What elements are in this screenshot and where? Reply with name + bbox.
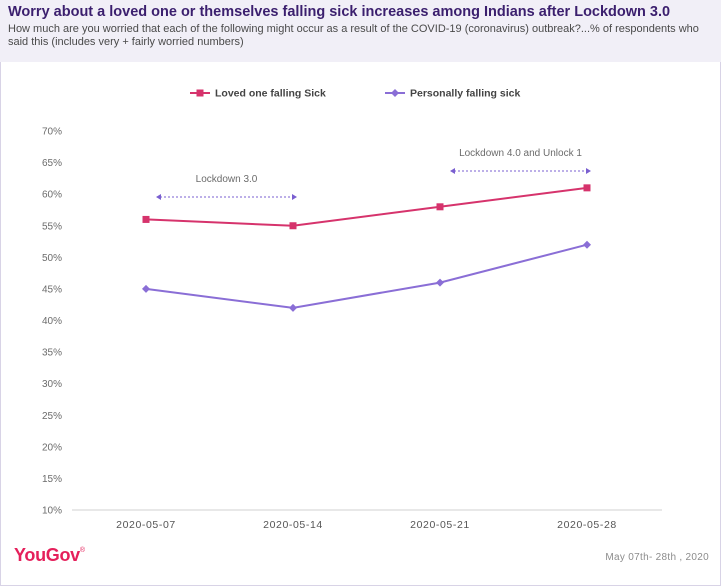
x-tick-label: 2020-05-28 <box>557 519 617 531</box>
data-point <box>583 240 591 249</box>
header: Worry about a loved one or themselves fa… <box>0 0 721 62</box>
data-point <box>289 303 297 312</box>
y-tick-label: 30% <box>42 379 62 390</box>
annotation-arrow-left <box>156 194 161 200</box>
annotations: Lockdown 3.0 Lockdown 4.0 and Unlock 1 <box>156 148 591 200</box>
series-line <box>145 186 588 227</box>
y-tick-label: 10% <box>42 506 62 517</box>
data-point <box>142 215 150 223</box>
legend-marker <box>196 89 204 97</box>
annotation-arrow-left <box>450 168 455 174</box>
y-tick-label: 20% <box>42 442 62 453</box>
data-point <box>436 278 444 287</box>
footer-date: May 07th- 28th , 2020 <box>605 552 709 563</box>
annotation-arrow-right <box>586 168 591 174</box>
annotation-label: Lockdown 4.0 and Unlock 1 <box>459 148 582 159</box>
y-tick-label: 50% <box>42 253 62 264</box>
y-tick-label: 25% <box>42 411 62 422</box>
data-point <box>142 284 150 293</box>
chart-title: Worry about a loved one or themselves fa… <box>8 4 671 20</box>
legend-marker <box>391 89 399 97</box>
y-tick-label: 65% <box>42 158 62 169</box>
y-tick-label: 55% <box>42 221 62 232</box>
y-tick-label: 70% <box>42 127 62 138</box>
y-tick-label: 45% <box>42 284 62 295</box>
x-tick-label: 2020-05-07 <box>116 519 176 531</box>
legend-label: Personally falling sick <box>410 88 520 100</box>
y-axis: 10% 15% 20% 25% 30% 35% 40% 45% 50% 55% 60% 65% 70% <box>42 127 62 517</box>
y-tick-label: 40% <box>42 316 62 327</box>
y-tick-label: 35% <box>42 348 62 359</box>
yougov-logo: YouGov® <box>14 545 85 565</box>
series-line <box>145 243 588 309</box>
chart-subtitle: How much are you worried that each of th… <box>8 23 699 48</box>
y-tick-label: 60% <box>42 190 62 201</box>
y-tick-label: 15% <box>42 474 62 485</box>
data-point <box>583 184 591 192</box>
x-axis: 2020-05-07 2020-05-14 2020-05-21 2020-05-28 <box>72 509 662 531</box>
x-tick-label: 2020-05-14 <box>263 519 323 531</box>
series <box>142 184 591 312</box>
legend-label: Loved one falling Sick <box>215 88 326 100</box>
annotation-arrow-right <box>292 194 297 200</box>
annotation-label: Lockdown 3.0 <box>196 174 258 185</box>
x-tick-label: 2020-05-21 <box>410 519 470 531</box>
data-point <box>436 203 444 211</box>
legend: Loved one falling Sick Personally falling… <box>190 88 520 100</box>
data-point <box>289 222 297 230</box>
